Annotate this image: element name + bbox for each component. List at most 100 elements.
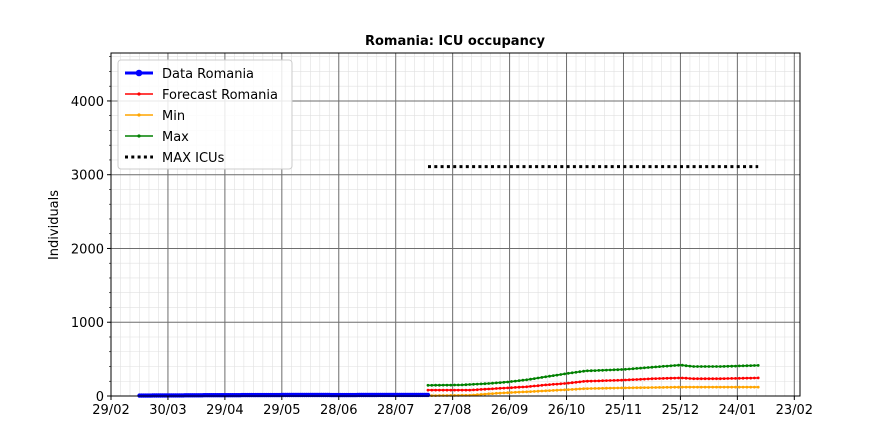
legend-item-min: Min [125, 109, 185, 124]
data-point [696, 365, 699, 368]
data-point [544, 375, 548, 379]
data-point [578, 370, 582, 374]
data-point [475, 393, 479, 397]
data-point [707, 365, 711, 368]
data-point [491, 381, 494, 385]
data-point [620, 386, 623, 390]
data-point [601, 379, 604, 383]
data-point [453, 388, 456, 392]
data-point [525, 378, 529, 382]
data-point [612, 368, 616, 372]
data-point [703, 365, 707, 368]
data-point [460, 383, 464, 387]
data-point [559, 388, 563, 392]
data-point [677, 363, 680, 367]
data-point [551, 382, 555, 386]
data-point [582, 387, 585, 391]
data-point [631, 386, 635, 390]
data-point [544, 383, 548, 387]
data-point [741, 385, 745, 389]
series-forecast-romania [426, 376, 760, 392]
data-point [563, 372, 566, 376]
data-point [639, 386, 642, 390]
series-line-forecast-romania [428, 377, 759, 391]
legend-label: Data Romania [162, 67, 254, 82]
data-point [624, 367, 627, 371]
data-point [680, 385, 684, 389]
data-point [624, 386, 627, 390]
data-point [699, 385, 703, 389]
data-point [635, 367, 639, 370]
data-point [650, 386, 654, 389]
x-tick-label: 25/11 [605, 403, 642, 418]
data-point [548, 374, 551, 378]
data-point [441, 383, 445, 387]
data-point [749, 385, 753, 389]
data-point [627, 378, 631, 382]
legend-label: Min [162, 109, 185, 124]
data-point [639, 366, 642, 370]
data-point [521, 378, 525, 382]
data-point [597, 387, 601, 390]
data-point [483, 382, 487, 386]
data-point [639, 377, 642, 381]
data-point [559, 373, 563, 376]
data-point [745, 364, 749, 368]
ticks-layer: 29/02 30/03 29/04 29/05 28/06 28/07 27/08 26/09… [71, 56, 813, 418]
data-point [426, 383, 430, 387]
data-point [654, 365, 658, 369]
legend-item-forecast-romania: Forecast Romania [125, 88, 278, 103]
series-max [426, 363, 760, 387]
data-point [669, 376, 673, 380]
data-point [502, 386, 506, 390]
data-point [616, 378, 620, 382]
data-point [749, 376, 753, 380]
legend-label: Max [162, 130, 189, 145]
data-point [487, 392, 491, 396]
data-point [491, 387, 494, 391]
data-point [730, 364, 734, 368]
data-point [510, 386, 513, 390]
data-point [711, 385, 715, 389]
data-point [658, 377, 661, 380]
data-point [517, 390, 521, 394]
x-tick-label: 25/12 [662, 403, 699, 418]
data-point [430, 383, 434, 387]
data-point [449, 383, 453, 387]
data-point [438, 388, 441, 392]
data-point [688, 385, 692, 389]
data-point [608, 379, 612, 382]
data-point [483, 387, 487, 391]
data-point [472, 388, 475, 392]
x-tick-label: 26/10 [548, 403, 585, 418]
data-point [464, 383, 468, 387]
data-point [608, 368, 612, 372]
data-point [578, 387, 582, 391]
plot-frame [110, 52, 801, 397]
legend-item-max: Max [125, 130, 189, 145]
data-point [658, 365, 661, 368]
data-point [540, 383, 544, 387]
data-point [445, 383, 449, 387]
data-point [654, 386, 658, 389]
data-point [734, 364, 737, 368]
data-point [449, 388, 453, 392]
data-point [563, 388, 566, 392]
data-point [491, 392, 494, 395]
legend-box [117, 59, 293, 170]
data-point [536, 376, 540, 380]
data-point [703, 377, 707, 381]
data-point [453, 383, 456, 387]
data-point [627, 386, 631, 390]
data-point [578, 380, 582, 384]
data-point [601, 386, 604, 390]
data-point [730, 385, 734, 389]
data-point [586, 369, 589, 373]
data-point [555, 373, 559, 377]
y-tick-label: 3000 [71, 169, 104, 184]
data-point [684, 376, 688, 380]
data-point [658, 386, 661, 389]
data-point [513, 390, 517, 394]
data-point [475, 382, 479, 386]
data-point [567, 381, 570, 385]
